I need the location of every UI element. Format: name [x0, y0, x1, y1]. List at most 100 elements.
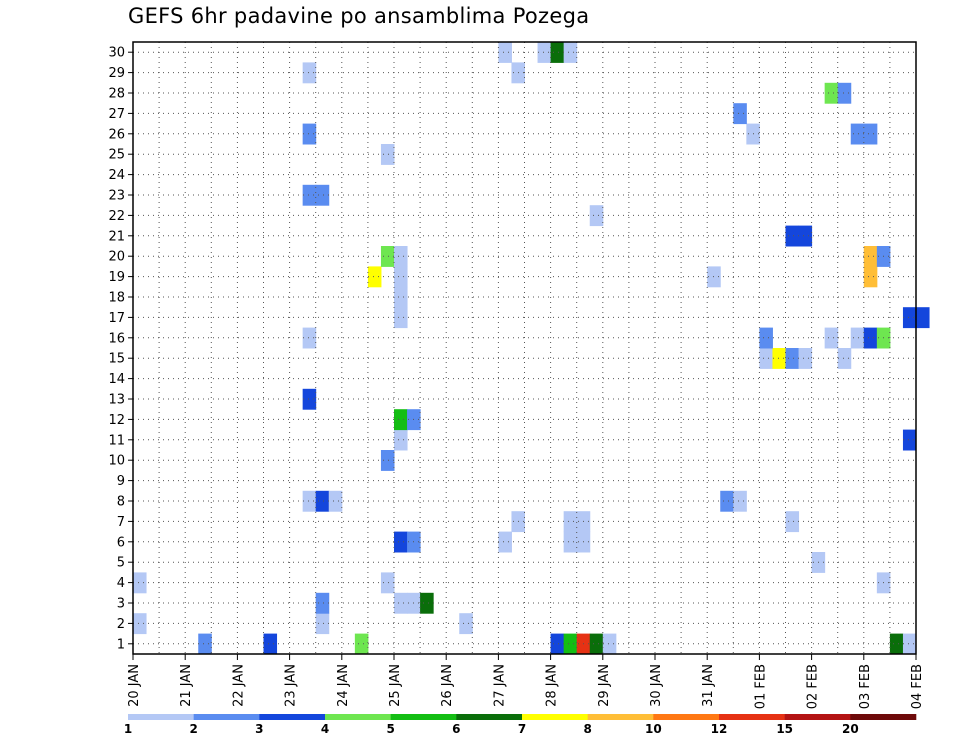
heatmap-cell	[263, 633, 278, 655]
heatmap-cell	[380, 246, 395, 267]
heatmap-cell	[837, 82, 852, 104]
x-tick-label: 02 FEB	[806, 664, 821, 709]
colorbar-swatch	[259, 714, 326, 720]
y-tick-label: 26	[108, 127, 125, 142]
colorbar-label: 3	[255, 722, 263, 736]
heatmap-cell	[394, 307, 408, 329]
y-tick-label: 14	[108, 372, 125, 387]
colorbar-swatch	[719, 714, 785, 720]
heatmap-cell	[367, 266, 382, 288]
heatmap-cell	[563, 42, 578, 63]
y-tick-label: 20	[108, 250, 125, 265]
x-tick-label: 01 FEB	[753, 664, 768, 709]
y-tick-label: 16	[108, 331, 125, 346]
colorbar-label: 20	[842, 722, 859, 736]
y-tick-label: 7	[117, 515, 125, 530]
axis-layer: 1234567891011121314151617181920212223242…	[108, 46, 925, 710]
colorbar-swatch	[456, 714, 523, 720]
x-tick-label: 21 JAN	[179, 664, 194, 707]
colorbar-label: 12	[711, 722, 728, 736]
heatmap-cell	[772, 348, 786, 369]
heatmap-cell	[133, 613, 147, 635]
colorbar-swatch	[193, 714, 260, 720]
y-tick-label: 11	[108, 433, 125, 448]
heatmap-cell	[315, 592, 330, 614]
heatmap-cell	[133, 572, 147, 594]
heatmap-cell	[354, 633, 369, 655]
x-tick-label: 22 JAN	[231, 664, 246, 707]
heatmap-cell	[720, 490, 734, 512]
heatmap-cell	[798, 225, 813, 247]
heatmap-cell	[315, 490, 330, 512]
plot-frame	[132, 41, 917, 655]
heatmap-cell	[380, 144, 395, 165]
grid-layer	[133, 42, 916, 654]
x-tick-label: 04 FEB	[910, 664, 925, 709]
heatmap-cell	[785, 511, 800, 533]
colorbar-label: 4	[321, 722, 329, 736]
heatmap-cell	[198, 633, 212, 655]
colorbar-label: 5	[386, 722, 394, 736]
y-tick-label: 19	[108, 270, 125, 285]
colorbar-label: 15	[776, 722, 793, 736]
heatmap-cell	[589, 633, 604, 655]
y-tick-label: 25	[108, 148, 125, 163]
heatmap-cell	[459, 613, 473, 635]
heatmap-cell	[798, 348, 813, 369]
y-tick-label: 9	[117, 474, 125, 489]
heatmap-cell	[537, 42, 552, 63]
heatmap-cell	[394, 429, 408, 451]
heatmap-cell	[733, 490, 747, 512]
heatmap-cell	[863, 327, 878, 349]
y-tick-label: 18	[108, 291, 125, 306]
chart-title: GEFS 6hr padavine po ansamblima Pozega	[128, 4, 590, 28]
x-tick-label: 26 JAN	[440, 664, 455, 707]
heatmap-cell	[420, 592, 434, 614]
y-tick-label: 1	[117, 637, 125, 652]
heatmap-cell	[785, 348, 800, 369]
heatmap-cell	[850, 123, 865, 145]
heatmap-cell	[863, 123, 878, 145]
heatmap-cell	[315, 613, 330, 635]
y-tick-label: 4	[117, 576, 125, 591]
colorbar: 1 2 3 4 5 6 7 8 10 12 15 20	[124, 714, 917, 736]
y-tick-label: 24	[108, 168, 125, 183]
heatmap-cell	[394, 246, 408, 267]
heatmap-cell	[563, 633, 578, 655]
heatmap-cell	[759, 327, 773, 349]
y-tick-label: 15	[108, 352, 125, 367]
heatmap-cell	[863, 246, 878, 267]
colorbar-label: 7	[518, 722, 526, 736]
y-tick-label: 12	[108, 413, 125, 428]
heatmap-cell	[328, 490, 343, 512]
y-tick-label: 3	[117, 597, 125, 612]
heatmap-cell	[563, 531, 578, 553]
x-tick-label: 30 JAN	[649, 664, 664, 707]
y-tick-label: 22	[108, 209, 125, 224]
heatmap-cell	[302, 327, 317, 349]
heatmap-cell	[302, 490, 317, 512]
colorbar-label: 2	[189, 722, 197, 736]
colorbar-label: 8	[583, 722, 591, 736]
heatmap-cell	[589, 205, 604, 227]
heatmap-cell	[902, 633, 917, 655]
heatmap-cell	[394, 531, 408, 553]
heatmap-cell	[602, 633, 617, 655]
heatmap-cell	[863, 266, 878, 288]
x-tick-label: 27 JAN	[492, 664, 507, 707]
heatmap-cell	[563, 511, 578, 533]
heatmap-cell	[394, 286, 408, 308]
colorbar-label: 1	[124, 722, 132, 736]
heatmap-cell	[889, 633, 904, 655]
y-tick-label: 21	[108, 229, 125, 244]
colorbar-swatch	[325, 714, 391, 720]
y-tick-label: 6	[117, 535, 125, 550]
heatmap-cell	[824, 327, 839, 349]
x-tick-label: 23 JAN	[284, 664, 299, 707]
heatmap-cell	[550, 633, 565, 655]
colorbar-swatch	[128, 714, 194, 720]
heatmap-cell	[302, 388, 317, 410]
heatmap-cell	[902, 307, 917, 329]
